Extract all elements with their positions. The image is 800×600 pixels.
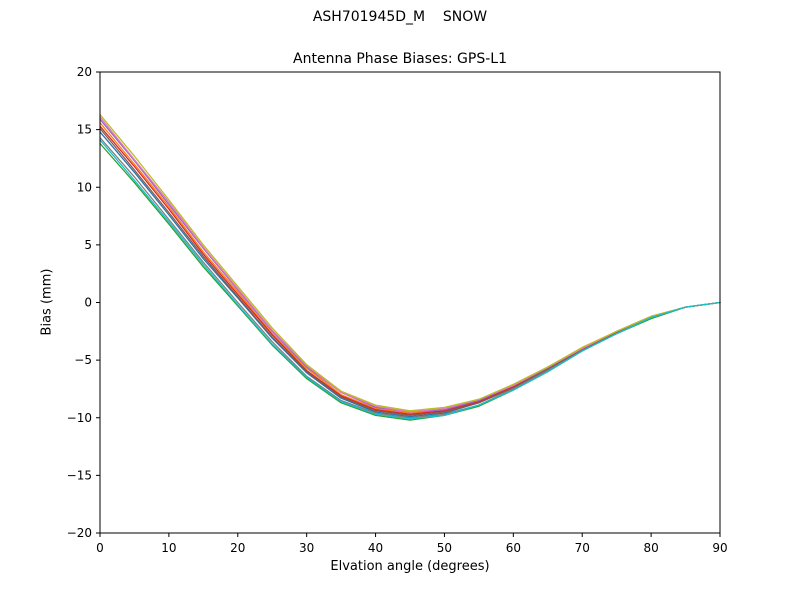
series-line-6 (99, 127, 721, 417)
x-tick-label: 40 (368, 541, 383, 555)
series-line-9 (99, 113, 721, 412)
y-tick-label: −10 (67, 411, 92, 425)
y-axis-ticks: −20 −15 −10 −5 0 5 10 15 20 (67, 65, 100, 540)
y-tick-label: −15 (67, 468, 92, 482)
y-tick-label: 5 (84, 238, 92, 252)
series-line-1 (99, 131, 721, 418)
y-tick-label: −20 (67, 526, 92, 540)
y-axis-label: Bias (mm) (39, 268, 55, 336)
chart-subtitle: Antenna Phase Biases: GPS-L1 (293, 51, 507, 67)
chart-title: ASH701945D_M SNOW (312, 9, 488, 25)
series-line-10 (99, 139, 721, 420)
series-line-8 (99, 137, 721, 419)
x-tick-label: 50 (437, 541, 452, 555)
y-tick-label: 0 (84, 296, 92, 310)
y-tick-label: 15 (77, 123, 92, 137)
series-line-2 (99, 122, 721, 414)
y-tick-label: −5 (74, 353, 92, 367)
y-tick-label: 10 (77, 180, 92, 194)
x-tick-label: 80 (643, 541, 658, 555)
series-lines (99, 113, 721, 421)
x-tick-label: 20 (230, 541, 245, 555)
x-axis-ticks: 0 10 20 30 40 50 60 70 80 90 (96, 533, 728, 555)
series-line-7 (99, 116, 721, 413)
y-tick-label: 20 (77, 65, 92, 79)
series-line-5 (99, 118, 721, 413)
plot-frame (99, 71, 721, 534)
series-line-3 (99, 142, 721, 421)
x-tick-label: 60 (506, 541, 521, 555)
x-tick-label: 70 (575, 541, 590, 555)
series-line-4 (99, 125, 721, 415)
x-tick-label: 30 (299, 541, 314, 555)
x-axis-label: Elvation angle (degrees) (330, 559, 490, 574)
x-tick-label: 90 (712, 541, 727, 555)
x-tick-label: 0 (96, 541, 104, 555)
x-tick-label: 10 (161, 541, 176, 555)
